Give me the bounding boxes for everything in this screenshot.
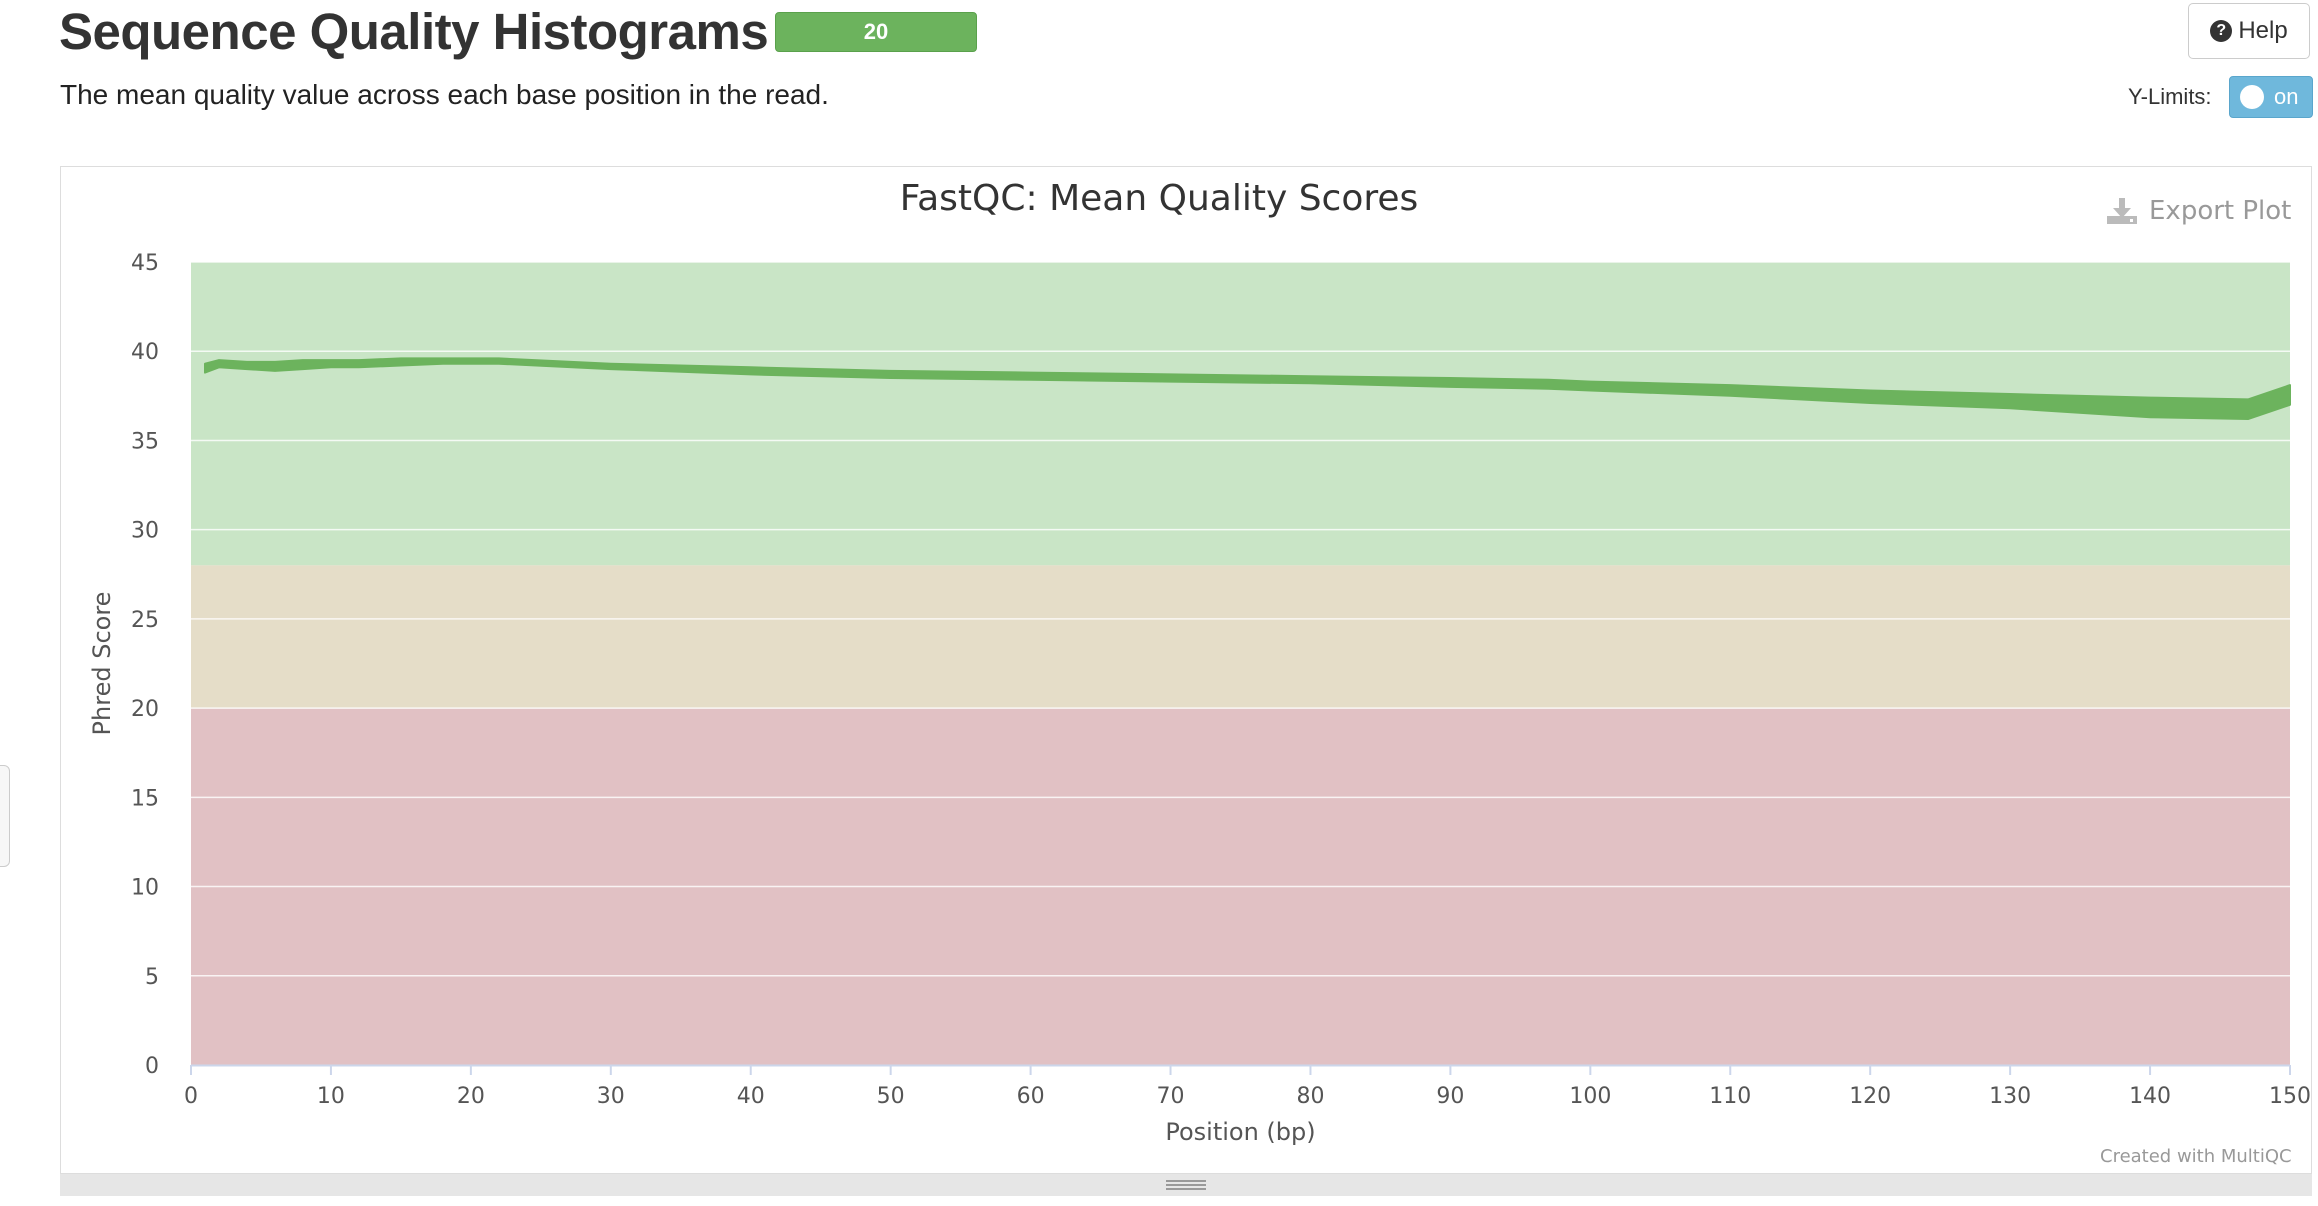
help-button-label: Help [2238,17,2288,44]
x-tick-label: 30 [597,1084,625,1109]
y-tick-label: 10 [131,876,159,901]
x-tick-label: 130 [1989,1084,2031,1109]
x-tick-label: 40 [737,1084,765,1109]
x-tick-label: 110 [1709,1084,1751,1109]
resize-handle-icon[interactable] [1166,1180,1206,1190]
x-tick-label: 50 [877,1084,905,1109]
y-tick-label: 25 [131,608,159,633]
ylimits-label: Y-Limits: [2128,84,2212,109]
help-button[interactable]: ? Help [2188,3,2310,59]
side-panel-tab[interactable] [0,765,10,867]
y-tick-label: 15 [131,786,159,811]
x-tick-label: 20 [457,1084,485,1109]
y-tick-label: 40 [131,340,159,365]
y-tick-label: 5 [145,965,159,990]
x-tick-label: 70 [1157,1084,1185,1109]
x-tick-label: 150 [2269,1084,2311,1109]
x-tick-label: 80 [1296,1084,1324,1109]
x-axis-label: Position (bp) [1165,1118,1315,1146]
x-tick-label: 140 [2129,1084,2171,1109]
ylimits-toggle-label: on [2274,84,2299,109]
question-circle-icon: ? [2210,20,2233,42]
x-tick-label: 0 [184,1084,198,1109]
export-plot-label: Export Plot [2149,196,2292,226]
quality-band-0 [191,262,2290,566]
section-description: The mean quality value across each base … [60,79,829,110]
x-tick-label: 90 [1436,1084,1464,1109]
y-tick-label: 0 [145,1054,159,1079]
ylimits-toggle[interactable]: on [2229,76,2313,118]
y-tick-label: 45 [131,251,159,276]
page-title: Sequence Quality Histograms [59,3,769,60]
x-tick-label: 60 [1017,1084,1045,1109]
x-tick-label: 10 [317,1084,345,1109]
y-tick-label: 20 [131,697,159,722]
x-tick-label: 120 [1849,1084,1891,1109]
y-axis-label: Phred Score [88,592,116,736]
y-tick-label: 35 [131,429,159,454]
series-band-0 [204,357,2291,420]
toggle-knob [2240,85,2264,109]
export-plot-button[interactable]: Export Plot [2105,196,2291,226]
sample-count-badge[interactable]: 20 [775,12,977,52]
download-icon [2107,198,2137,224]
y-tick-label: 30 [131,519,159,544]
created-with-credit[interactable]: Created with MultiQC [2100,1146,2292,1167]
quality-band-1 [191,565,2290,709]
x-tick-label: 100 [1569,1084,1611,1109]
